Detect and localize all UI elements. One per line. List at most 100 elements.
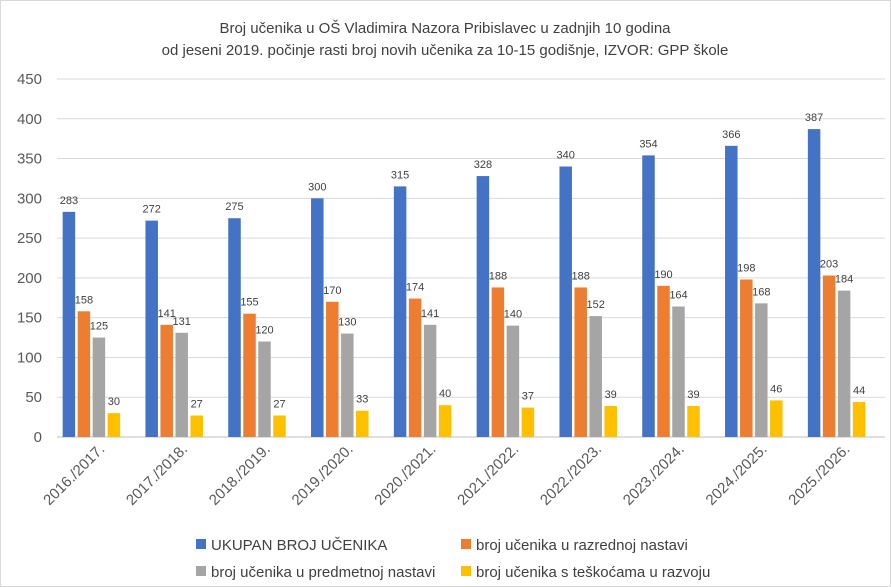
data-label: 168	[752, 286, 770, 298]
data-label: 340	[557, 150, 575, 162]
data-label: 174	[406, 282, 424, 294]
bar	[190, 415, 203, 437]
legend-entry: UKUPAN BROJ UČENIKA	[211, 537, 387, 554]
data-label: 188	[489, 270, 507, 282]
bar	[476, 176, 490, 437]
bar	[559, 166, 572, 437]
y-tick-label: 400	[17, 111, 42, 128]
bar	[77, 311, 91, 437]
y-tick-label: 350	[17, 151, 42, 168]
bar	[356, 410, 369, 437]
data-label: 315	[391, 169, 409, 181]
data-label: 283	[60, 195, 78, 207]
bar	[491, 287, 505, 437]
data-labels: 2831581253027214113127275155120273001701…	[60, 112, 866, 410]
data-label: 158	[75, 294, 93, 306]
data-label: 188	[572, 270, 590, 282]
data-label: 125	[90, 321, 108, 333]
data-label: 387	[805, 112, 823, 124]
bar	[852, 401, 866, 437]
data-label: 164	[669, 290, 687, 302]
data-label: 40	[439, 388, 451, 400]
legend-entry: broj učenika s teškoćama u razvoju	[476, 564, 710, 581]
chart-subtitle: od jeseni 2019. počinje rasti broj novih…	[162, 42, 729, 59]
data-label: 328	[474, 159, 492, 171]
data-label: 120	[255, 325, 273, 337]
bar	[604, 405, 617, 437]
y-tick-label: 100	[17, 349, 42, 366]
bar	[740, 279, 753, 437]
bar	[770, 400, 783, 437]
legend-entry: broj učenika u predmetnoj nastavi	[211, 564, 435, 581]
bar	[408, 298, 422, 437]
legend-entry: broj učenika u razrednoj nastavi	[476, 537, 688, 554]
data-label: 152	[587, 299, 605, 311]
bar	[311, 198, 324, 437]
bar	[837, 290, 851, 437]
data-label: 203	[820, 259, 838, 271]
bar	[341, 333, 354, 437]
data-label: 275	[225, 201, 243, 213]
data-label: 190	[654, 269, 672, 281]
bar	[642, 155, 655, 437]
bar	[145, 220, 158, 437]
data-label: 46	[770, 383, 782, 395]
y-tick-label: 150	[17, 310, 42, 327]
bar	[822, 275, 836, 437]
y-tick-label: 50	[25, 389, 42, 406]
bar	[574, 287, 587, 437]
y-tick-label: 450	[17, 71, 42, 88]
y-tick-label: 300	[17, 190, 42, 207]
legend-swatch	[196, 539, 206, 549]
data-label: 130	[338, 317, 356, 329]
y-tick-label: 0	[34, 429, 42, 446]
data-label: 170	[323, 285, 341, 297]
bar	[175, 332, 188, 437]
chart-title: Broj učenika u OŠ Vladimira Nazora Pribi…	[219, 20, 671, 37]
bar	[258, 341, 271, 437]
legend-swatch	[461, 566, 471, 576]
data-label: 33	[356, 394, 368, 406]
bar	[393, 186, 407, 437]
data-label: 300	[308, 181, 326, 193]
y-tick-label: 250	[17, 230, 42, 247]
legend-swatch	[196, 566, 206, 576]
data-label: 141	[421, 308, 439, 320]
bar	[273, 415, 286, 437]
bar	[672, 306, 685, 437]
bar	[438, 405, 452, 437]
bar	[755, 303, 768, 437]
bar	[107, 413, 121, 437]
data-label: 198	[737, 262, 755, 274]
bar	[725, 145, 738, 437]
bar	[687, 405, 700, 437]
data-label: 140	[504, 309, 522, 321]
data-label: 366	[722, 129, 740, 141]
data-label: 39	[605, 389, 617, 401]
data-label: 27	[191, 399, 203, 411]
legend-swatch	[461, 539, 471, 549]
data-label: 141	[158, 308, 176, 320]
bar	[657, 285, 670, 437]
bar	[62, 211, 76, 437]
bar	[807, 129, 821, 437]
data-label: 27	[273, 399, 285, 411]
legend: UKUPAN BROJ UČENIKA broj učenika u razred…	[196, 537, 710, 581]
bar	[423, 324, 437, 437]
data-label: 155	[240, 297, 258, 309]
data-label: 131	[173, 316, 191, 328]
bar	[506, 325, 520, 437]
bar	[326, 301, 339, 437]
data-label: 184	[835, 274, 853, 286]
y-axis-ticks: 0 50 100 150 200 250 300 350 400 450	[17, 71, 42, 446]
bar	[589, 316, 602, 437]
data-label: 37	[522, 391, 534, 403]
bars	[62, 129, 866, 437]
data-label: 272	[143, 204, 161, 216]
bar	[521, 407, 535, 437]
data-label: 44	[853, 385, 865, 397]
data-label: 39	[687, 389, 699, 401]
bar	[243, 313, 256, 437]
data-label: 354	[639, 138, 657, 150]
